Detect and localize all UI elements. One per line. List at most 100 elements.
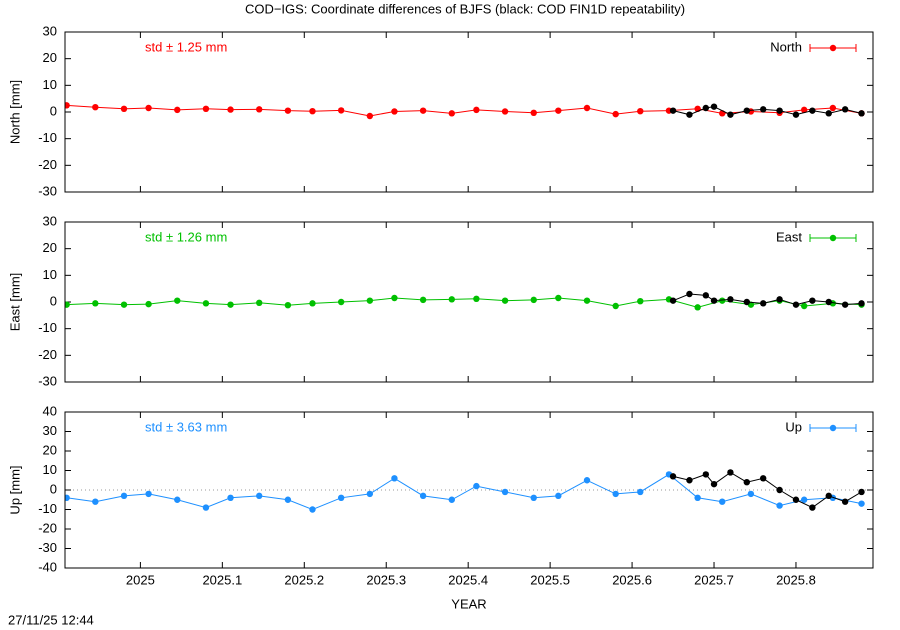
plot-frame (64, 221, 874, 383)
data-point (501, 488, 509, 496)
data-point (448, 496, 455, 503)
data-point (669, 297, 677, 304)
x-tick-label: 2025.7 (694, 572, 734, 587)
data-point (256, 106, 263, 113)
data-point (473, 106, 480, 114)
legend-marker (829, 424, 837, 432)
plot-area (65, 469, 865, 513)
data-point (227, 301, 234, 308)
y-tick-label: -20 (38, 157, 57, 172)
data-point (256, 299, 263, 306)
x-tick-label: 2025.1 (202, 572, 242, 587)
data-point (366, 490, 374, 498)
data-point (719, 498, 726, 505)
legend-marker (829, 234, 837, 242)
y-tick-label: -30 (38, 540, 57, 555)
data-point (612, 490, 619, 498)
data-point (825, 110, 832, 117)
plot-frame (64, 31, 874, 193)
y-tick-label: 0 (50, 103, 57, 118)
data-point (858, 500, 865, 507)
y-tick-label: -30 (38, 373, 57, 388)
data-point (800, 302, 808, 310)
data-point (776, 107, 783, 114)
legend-label: Up (785, 419, 802, 434)
data-point (284, 496, 292, 503)
data-point (637, 108, 644, 115)
data-point (284, 107, 292, 114)
data-point (337, 298, 345, 306)
data-point (202, 300, 210, 307)
data-point (792, 496, 800, 503)
data-point (202, 105, 210, 113)
data-point (256, 492, 263, 500)
data-point (858, 488, 865, 496)
data-point (530, 296, 537, 304)
data-point (710, 297, 718, 304)
data-point (727, 111, 734, 118)
data-point (366, 297, 374, 304)
annotation: std ± 1.26 mm (145, 229, 227, 244)
data-point (858, 300, 865, 307)
data-point (702, 104, 710, 112)
data-point (530, 494, 537, 501)
series-line (672, 293, 862, 306)
data-point (825, 298, 832, 306)
data-point (65, 102, 70, 109)
legend-marker (829, 44, 837, 52)
data-point (145, 300, 152, 308)
data-point (583, 477, 591, 484)
data-point (501, 108, 509, 115)
data-point (473, 482, 480, 490)
data-point (637, 488, 644, 496)
x-tick-label: 2025.3 (366, 572, 406, 587)
y-tick-label: -20 (38, 347, 57, 362)
plot-area (65, 102, 865, 120)
data-point (809, 504, 816, 511)
data-point (202, 504, 210, 511)
data-point (555, 492, 562, 500)
y-tick-label: 10 (43, 462, 57, 477)
data-point (391, 475, 398, 482)
x-tick-label: 2025.2 (284, 572, 324, 587)
data-point (800, 106, 808, 114)
data-point (583, 297, 591, 304)
data-point (145, 490, 152, 498)
data-point (120, 492, 128, 500)
data-point (809, 297, 816, 304)
data-point (145, 104, 152, 112)
y-tick-label: 20 (43, 240, 57, 255)
data-point (669, 473, 677, 480)
y-tick-label: 0 (50, 293, 57, 308)
data-point (120, 105, 128, 113)
y-axis-label: Up [mm] (7, 465, 22, 514)
data-point (776, 486, 783, 494)
y-tick-label: 40 (43, 403, 57, 418)
data-point (366, 112, 374, 120)
data-point (694, 304, 701, 311)
data-point (759, 106, 767, 113)
data-point (759, 475, 767, 482)
y-tick-label: -30 (38, 183, 57, 198)
data-point (702, 471, 710, 478)
y-tick-label: 10 (43, 77, 57, 92)
x-tick-label: 2025.6 (612, 572, 652, 587)
data-point (669, 107, 677, 114)
x-tick-label: 2025.5 (530, 572, 570, 587)
annotation: std ± 1.25 mm (145, 39, 227, 54)
x-tick-label: 2025.4 (448, 572, 488, 587)
data-point (583, 104, 591, 112)
data-point (92, 498, 99, 505)
y-tick-label: 20 (43, 50, 57, 65)
data-point (792, 111, 800, 118)
timestamp: 27/11/25 12:44 (8, 612, 94, 627)
data-point (743, 107, 751, 114)
data-point (555, 294, 562, 302)
data-point (792, 301, 800, 308)
data-point (809, 107, 816, 114)
data-point (92, 300, 99, 307)
data-point (501, 297, 509, 304)
chart-title: COD−IGS: Coordinate differences of BJFS … (245, 1, 685, 16)
data-point (227, 494, 234, 501)
